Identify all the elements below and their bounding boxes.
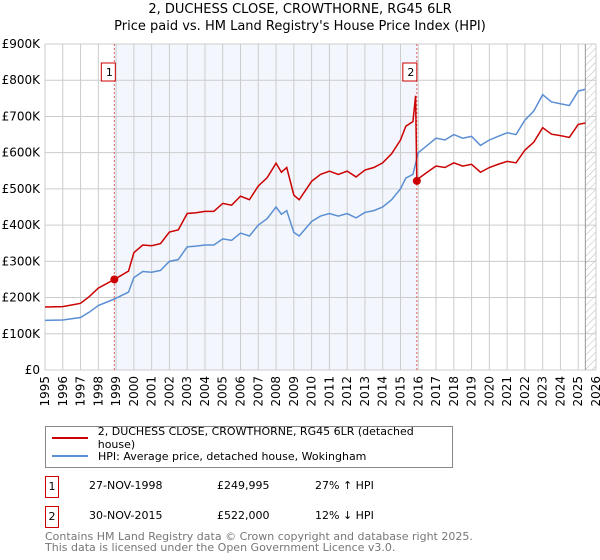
x-tick-label: 2013: [358, 376, 372, 407]
plot-area: £0 £100K £200K £300K £400K £500K £600K £700K £80…: [2, 37, 600, 407]
x-tick-label: 2014: [376, 376, 390, 407]
x-tick-label: 2004: [198, 376, 212, 407]
legend-label-hpi: HPI: Average price, detached house, Woki…: [98, 449, 367, 463]
x-tick-label: 1999: [109, 376, 123, 407]
footer-licence: This data is licensed under the Open Gov…: [45, 541, 396, 554]
chart-subtitle: Price paid vs. HM Land Registry's House …: [114, 19, 486, 34]
y-tick-label: £0: [25, 363, 40, 377]
sale-price: £249,995: [217, 479, 270, 492]
y-tick-label: £500K: [2, 182, 42, 196]
x-tick-label: 2000: [127, 376, 141, 407]
x-tick-label: 2018: [447, 376, 461, 407]
y-tick-label: £600K: [2, 146, 42, 160]
sale-date: 27-NOV-1998: [89, 479, 163, 492]
x-tick-label: 2026: [589, 376, 600, 407]
x-tick-label: 2007: [251, 376, 265, 407]
x-tick-label: 1998: [91, 376, 105, 407]
legend-label-price: 2, DUCHESS CLOSE, CROWTHORNE, RG45 6LR (…: [97, 425, 414, 451]
sale-badge: 1: [45, 476, 59, 498]
x-tick-label: 2019: [465, 376, 479, 407]
x-tick-label: 2017: [429, 376, 443, 407]
x-tick-label: 1996: [56, 376, 70, 407]
x-tick-label: 1995: [38, 376, 52, 407]
x-tick-label: 2020: [482, 376, 496, 407]
y-tick-label: £800K: [2, 73, 42, 87]
annotation-label: 1: [106, 66, 113, 79]
x-tick-label: 2015: [393, 376, 407, 407]
legend-swatch-hpi: [52, 455, 88, 457]
x-tick-label: 1997: [74, 376, 88, 407]
y-tick-label: £400K: [2, 218, 42, 232]
x-tick-label: 2010: [305, 376, 319, 407]
x-tick-label: 2001: [145, 376, 159, 407]
sale-point: [412, 176, 421, 185]
x-tick-label: 2002: [162, 376, 176, 407]
sale-badge: 2: [45, 506, 59, 528]
x-tick-label: 2021: [500, 376, 514, 407]
sale-price: £522,000: [217, 509, 270, 522]
x-tick-label: 2008: [269, 376, 283, 407]
x-tick-label: 2025: [571, 376, 585, 407]
forecast-hatch: [585, 44, 596, 370]
legend: 2, DUCHESS CLOSE, CROWTHORNE, RG45 6LR (…: [45, 425, 453, 468]
x-tick-label: 2016: [411, 376, 425, 407]
x-tick-label: 2022: [518, 376, 532, 407]
x-tick-label: 2011: [322, 376, 336, 407]
price-line: [44, 95, 586, 308]
x-tick-label: 2012: [340, 376, 354, 407]
y-tick-label: £700K: [2, 109, 42, 123]
x-tick-label: 2006: [234, 376, 248, 407]
x-tick-label: 2009: [287, 376, 301, 407]
chart-title: 2, DUCHESS CLOSE, CROWTHORNE, RG45 6LR: [148, 2, 452, 17]
y-tick-label: £900K: [2, 37, 42, 51]
hpi-line: [44, 88, 586, 322]
y-tick-label: £300K: [2, 254, 42, 268]
sale-point: [110, 275, 119, 284]
annotation-label: 2: [407, 66, 414, 79]
x-tick-label: 2005: [216, 376, 230, 407]
y-tick-label: £100K: [2, 327, 42, 341]
legend-swatch-price: [52, 437, 88, 439]
sale-date: 30-NOV-2015: [89, 509, 163, 522]
annotation-box: [402, 62, 418, 82]
footer: Contains HM Land Registry data © Crown c…: [45, 531, 473, 553]
x-tick-label: 2023: [536, 376, 550, 407]
sale-hpi-diff: 12% ↓ HPI: [315, 509, 374, 522]
y-tick-label: £200K: [2, 291, 42, 305]
x-tick-label: 2003: [180, 376, 194, 407]
annotation-box: [100, 62, 116, 82]
shaded-period: [114, 44, 417, 370]
x-tick-label: 2024: [553, 376, 567, 407]
sale-hpi-diff: 27% ↑ HPI: [315, 479, 374, 492]
footer-copyright: Contains HM Land Registry data © Crown c…: [45, 530, 473, 543]
